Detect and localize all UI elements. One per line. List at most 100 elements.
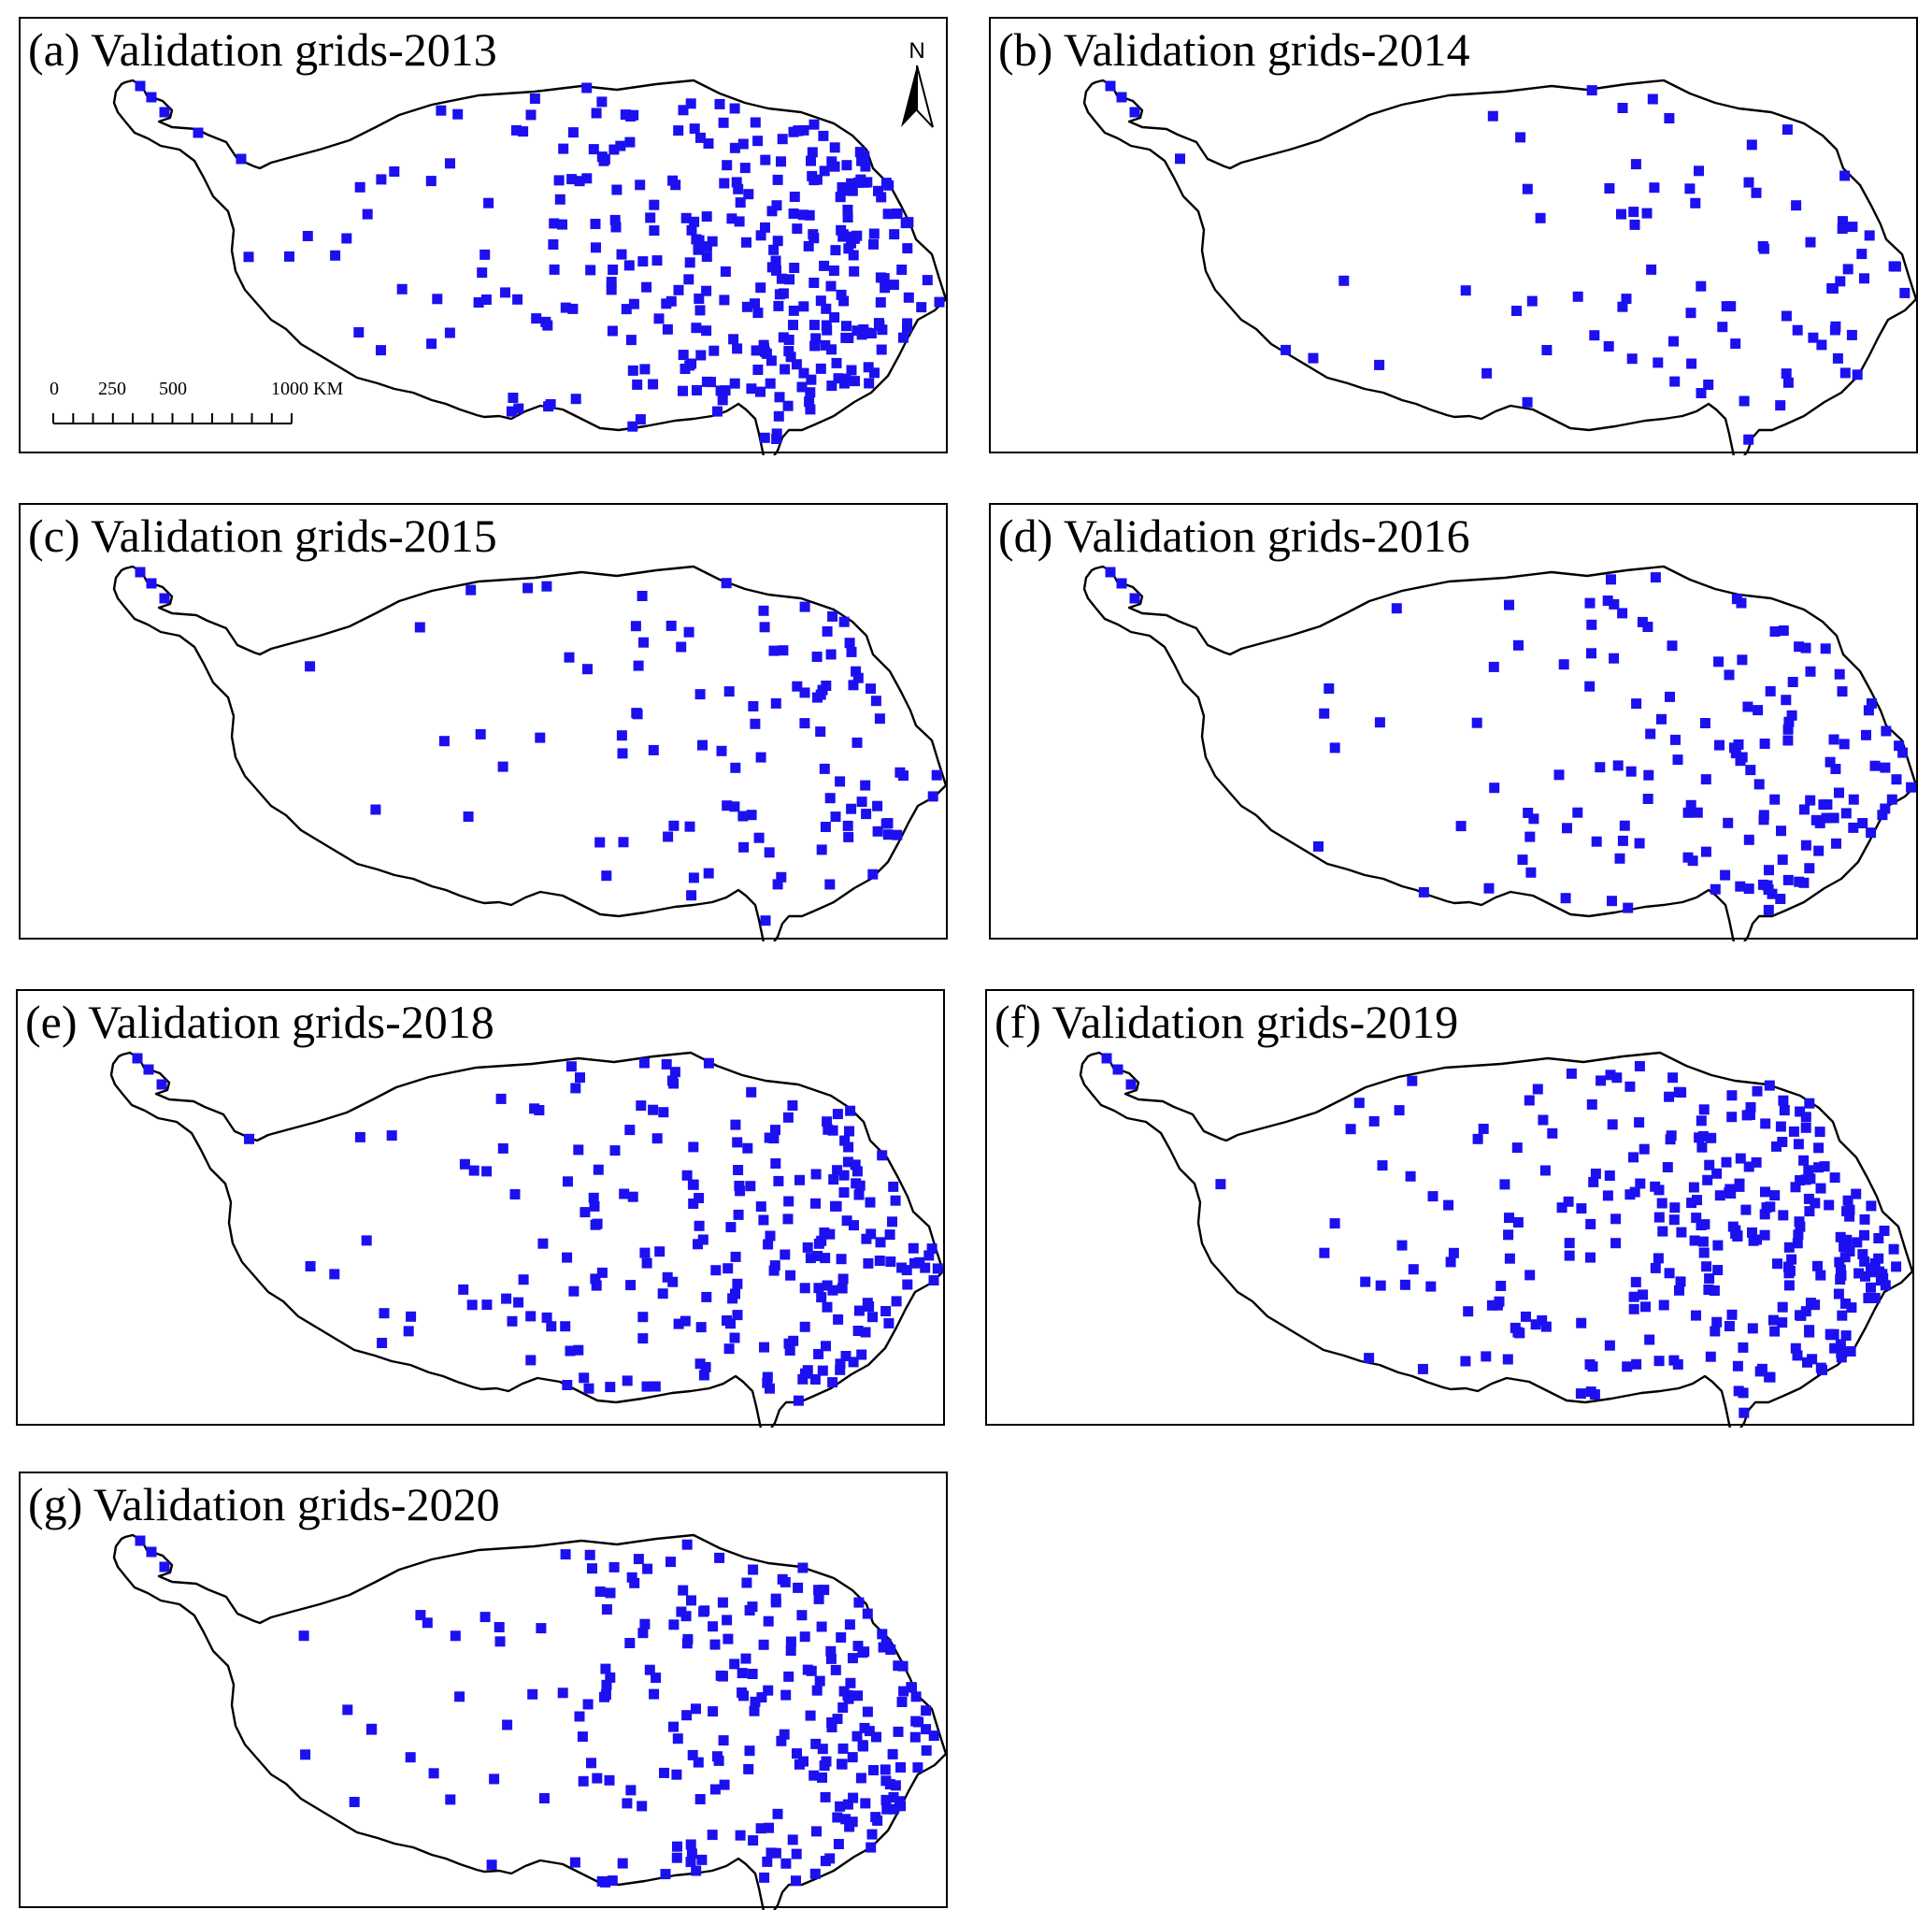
validation-grid-point	[662, 323, 673, 335]
validation-grid-point	[791, 359, 802, 370]
validation-grid-point	[1471, 717, 1482, 728]
validation-grid-point	[542, 320, 553, 331]
validation-grid-point	[896, 1262, 908, 1273]
validation-grid-point	[701, 325, 712, 337]
validation-grid-point	[678, 105, 689, 116]
validation-grid-point	[1845, 1346, 1856, 1357]
validation-grid-point	[746, 810, 757, 821]
validation-grid-point	[743, 189, 754, 200]
validation-grid-point	[824, 879, 836, 890]
validation-grid-point	[1752, 1085, 1763, 1097]
validation-grid-point	[601, 1604, 612, 1615]
validation-grid-point	[1394, 1105, 1405, 1116]
validation-grid-point	[463, 811, 474, 822]
validation-grid-point	[827, 1377, 838, 1388]
validation-grid-point	[1532, 1084, 1543, 1095]
validation-grid-point	[803, 240, 814, 251]
validation-grid-point	[847, 1752, 858, 1763]
validation-grid-point	[877, 1629, 888, 1640]
validation-grid-point	[1804, 863, 1815, 874]
validation-grid-point	[1792, 1238, 1803, 1249]
validation-grid-point	[738, 1690, 749, 1701]
validation-grid-point	[1630, 159, 1641, 170]
validation-grid-point	[720, 266, 731, 277]
validation-grid-point	[1610, 1238, 1622, 1249]
validation-grid-point	[888, 280, 899, 291]
validation-grid-point	[880, 1638, 892, 1649]
validation-grid-point	[596, 1875, 608, 1887]
validation-grid-point	[1374, 359, 1385, 370]
validation-grid-point	[588, 144, 599, 155]
validation-grid-point	[1448, 1247, 1459, 1258]
validation-grid-point	[885, 1256, 896, 1267]
validation-grid-point	[820, 822, 831, 832]
validation-grid-point	[780, 1249, 791, 1260]
validation-grid-point	[901, 1265, 912, 1276]
validation-grid-point	[628, 109, 639, 121]
map-panel-f: (f) Validation grids-2019	[985, 989, 1914, 1428]
validation-grid-point	[693, 244, 704, 255]
validation-grid-point	[809, 320, 820, 331]
validation-grid-point	[760, 222, 770, 233]
validation-grid-point	[415, 1610, 426, 1621]
validation-grid-point	[737, 811, 749, 822]
validation-grid-point	[1880, 803, 1891, 814]
validation-grid-point	[1605, 1070, 1616, 1081]
validation-grid-point	[1528, 813, 1539, 825]
validation-grid-point	[811, 652, 823, 662]
validation-grid-point	[635, 179, 646, 191]
validation-grid-point	[1836, 1347, 1847, 1358]
validation-grid-point	[591, 242, 601, 253]
validation-grid-point	[798, 301, 809, 312]
validation-grid-point	[842, 1689, 853, 1701]
validation-grid-point	[617, 748, 628, 759]
validation-grid-point	[1524, 1270, 1536, 1281]
validation-grid-point	[819, 1585, 830, 1596]
validation-grid-point	[793, 125, 804, 136]
validation-grid-point	[1653, 357, 1664, 368]
validation-grid-point	[1899, 287, 1911, 298]
validation-grid-point	[649, 1688, 660, 1700]
validation-grid-point	[780, 1858, 792, 1869]
validation-grid-point	[1788, 1126, 1799, 1137]
validation-grid-point	[1726, 1309, 1738, 1320]
validation-grid-point	[1861, 729, 1871, 740]
validation-grid-point	[758, 605, 769, 616]
map-f	[1079, 1051, 1914, 1428]
validation-grid-point	[805, 1710, 816, 1721]
validation-grid-point	[709, 1639, 721, 1650]
validation-grid-point	[810, 1738, 822, 1749]
validation-grid-point	[694, 1358, 706, 1370]
validation-grid-point	[815, 295, 826, 307]
validation-grid-point	[1804, 1098, 1815, 1109]
validation-grid-point	[817, 1772, 827, 1783]
validation-grid-point	[1815, 1183, 1826, 1194]
validation-grid-point	[729, 1332, 740, 1343]
validation-grid-point	[707, 1830, 718, 1841]
validation-grid-point	[1812, 1260, 1823, 1271]
validation-grid-point	[594, 837, 606, 848]
validation-grid-point	[909, 1731, 921, 1743]
validation-grid-point	[866, 328, 877, 338]
validation-grid-point	[1747, 1227, 1757, 1238]
validation-grid-point	[837, 1702, 849, 1713]
validation-grid-point	[574, 176, 585, 187]
validation-grid-point	[1767, 1314, 1779, 1326]
validation-grid-point	[1810, 1299, 1821, 1311]
validation-grid-point	[866, 1829, 878, 1840]
validation-grid-point	[746, 1086, 757, 1098]
validation-grid-point	[668, 1078, 680, 1089]
validation-grid-point	[1630, 1276, 1641, 1287]
validation-grid-point	[827, 1285, 838, 1296]
region-outline	[1079, 1051, 1914, 1428]
validation-grid-point	[1646, 264, 1657, 275]
validation-grid-point	[1866, 1262, 1876, 1273]
validation-grid-point	[1747, 1323, 1758, 1334]
validation-grid-point	[513, 1297, 524, 1308]
validation-grid-point	[615, 140, 626, 151]
validation-grid-point	[1764, 865, 1774, 876]
map-panel-b: (b) Validation grids-2014	[989, 17, 1918, 455]
validation-grid-point	[773, 300, 784, 311]
validation-grid-point	[766, 206, 778, 217]
validation-grid-point	[825, 1645, 837, 1657]
